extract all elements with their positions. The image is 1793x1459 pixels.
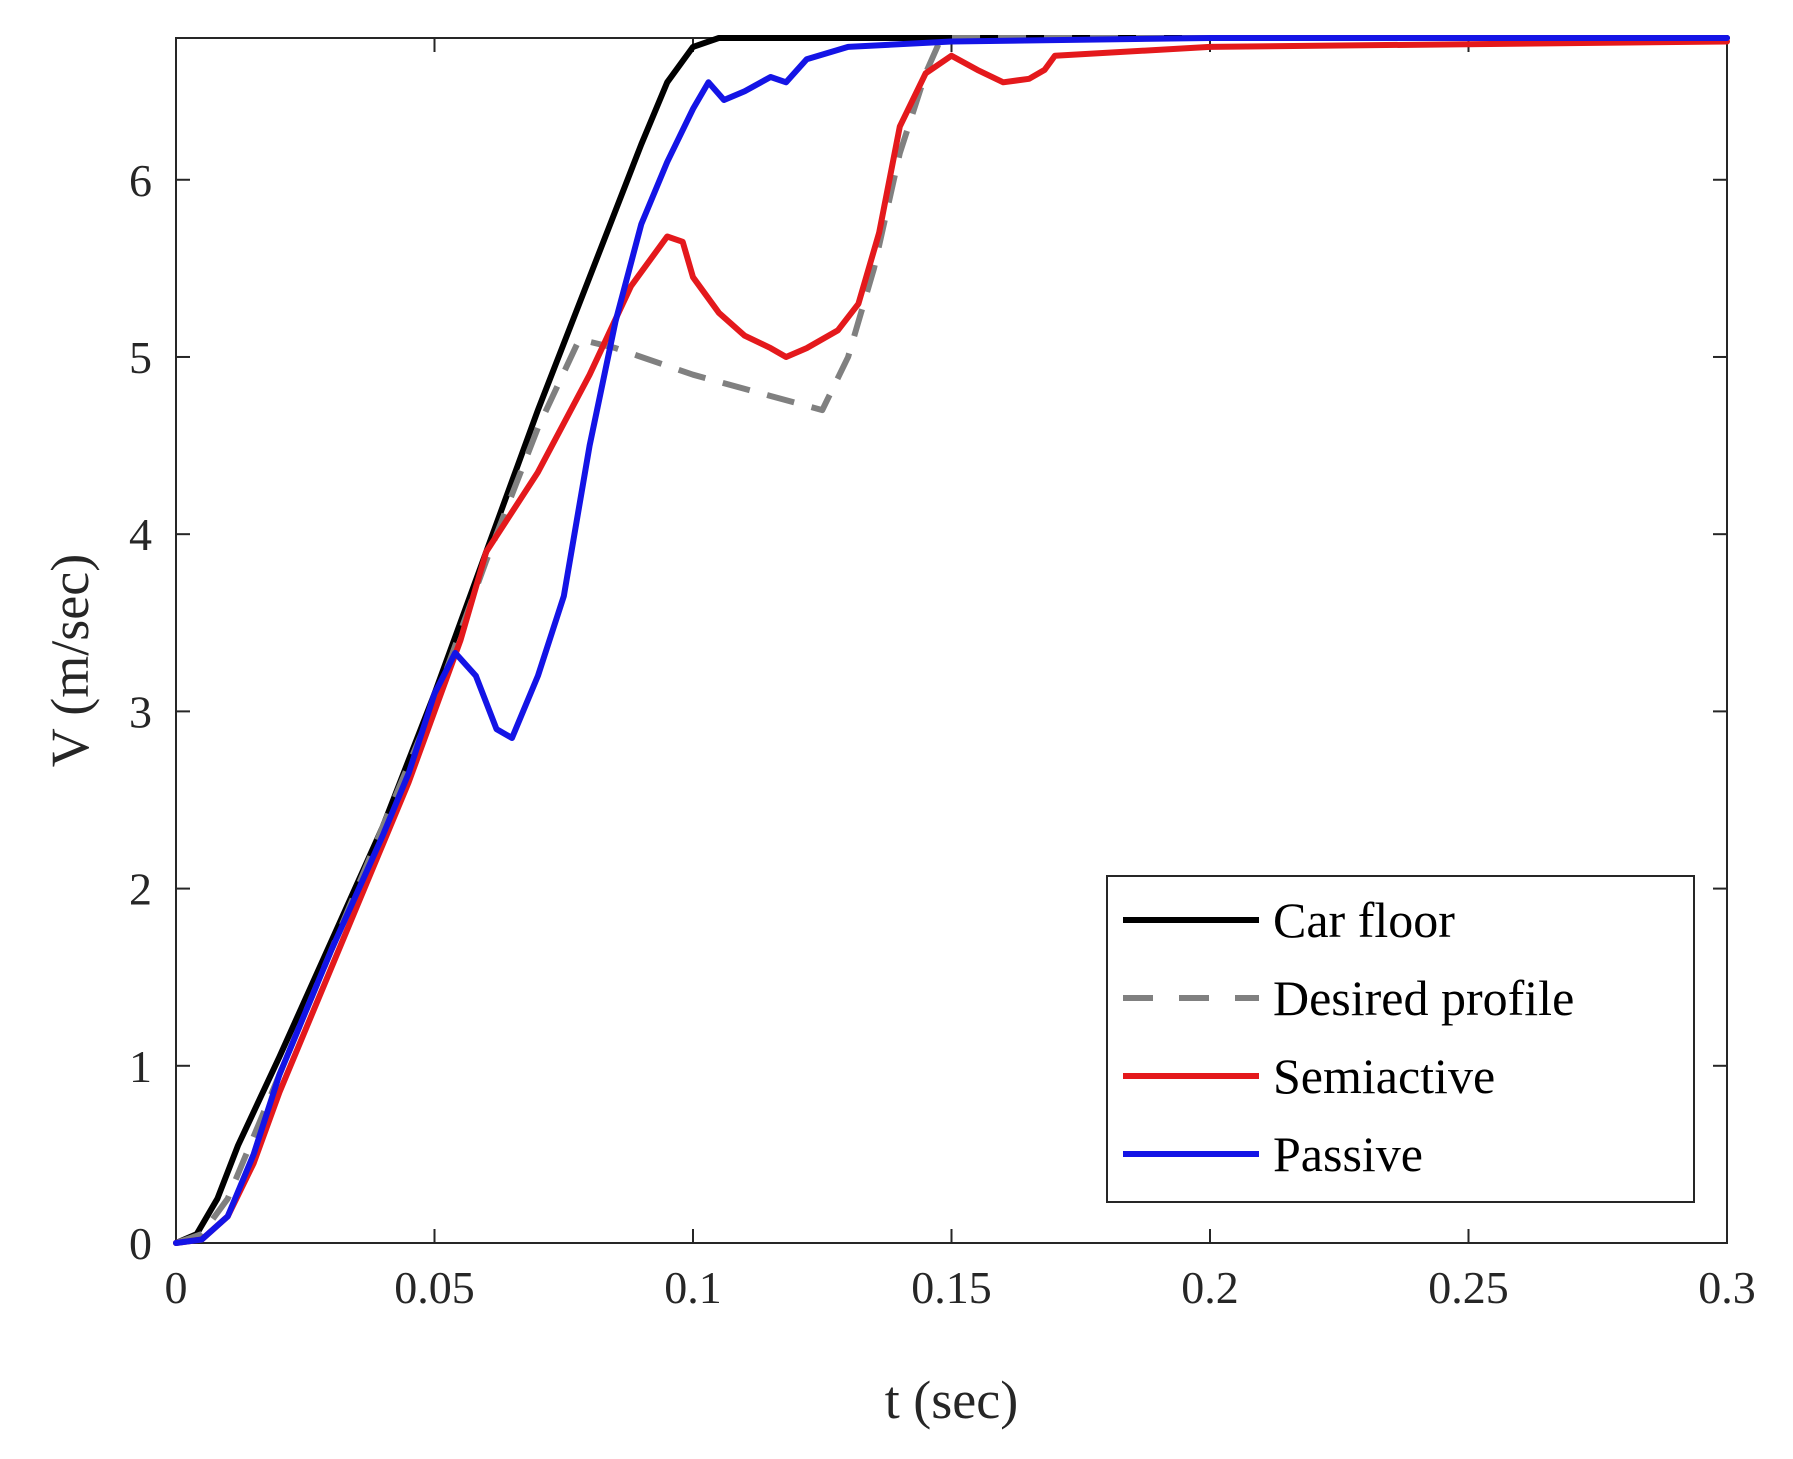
y-tick-label: 0 [129, 1218, 152, 1269]
y-tick-label: 2 [129, 864, 152, 915]
legend-label: Passive [1273, 1126, 1423, 1182]
series-line-semiactive [173, 38, 1730, 1246]
legend-label: Car floor [1273, 892, 1455, 948]
legend-box [1106, 875, 1695, 1203]
y-tick-label: 6 [129, 155, 152, 206]
axis-ticks: 0 0.05 0.1 0.15 0.2 0.25 0.3 0 1 2 3 4 5 6 [129, 38, 1756, 1313]
legend: Car floor Desired profile Semiactive Passiv… [1106, 875, 1695, 1203]
x-tick-label: 0.25 [1428, 1262, 1509, 1313]
legend-label: Semiactive [1273, 1048, 1495, 1104]
y-tick-label: 1 [129, 1041, 152, 1092]
series-line-passive [173, 35, 1730, 1246]
x-tick-label: 0.3 [1698, 1262, 1756, 1313]
x-axis-label: t (sec) [885, 1370, 1018, 1430]
y-tick-label: 4 [129, 509, 152, 560]
x-tick-label: 0.1 [664, 1262, 722, 1313]
x-tick-label: 0.15 [911, 1262, 992, 1313]
y-tick-label: 5 [129, 332, 152, 383]
y-tick-label: 3 [129, 686, 152, 737]
series-layer [173, 35, 1730, 1246]
x-tick-label: 0.2 [1181, 1262, 1239, 1313]
y-axis-label: V (m/sec) [40, 554, 100, 767]
legend-label: Desired profile [1273, 970, 1574, 1026]
x-tick-label: 0.05 [394, 1262, 475, 1313]
x-tick-label: 0 [165, 1262, 188, 1313]
